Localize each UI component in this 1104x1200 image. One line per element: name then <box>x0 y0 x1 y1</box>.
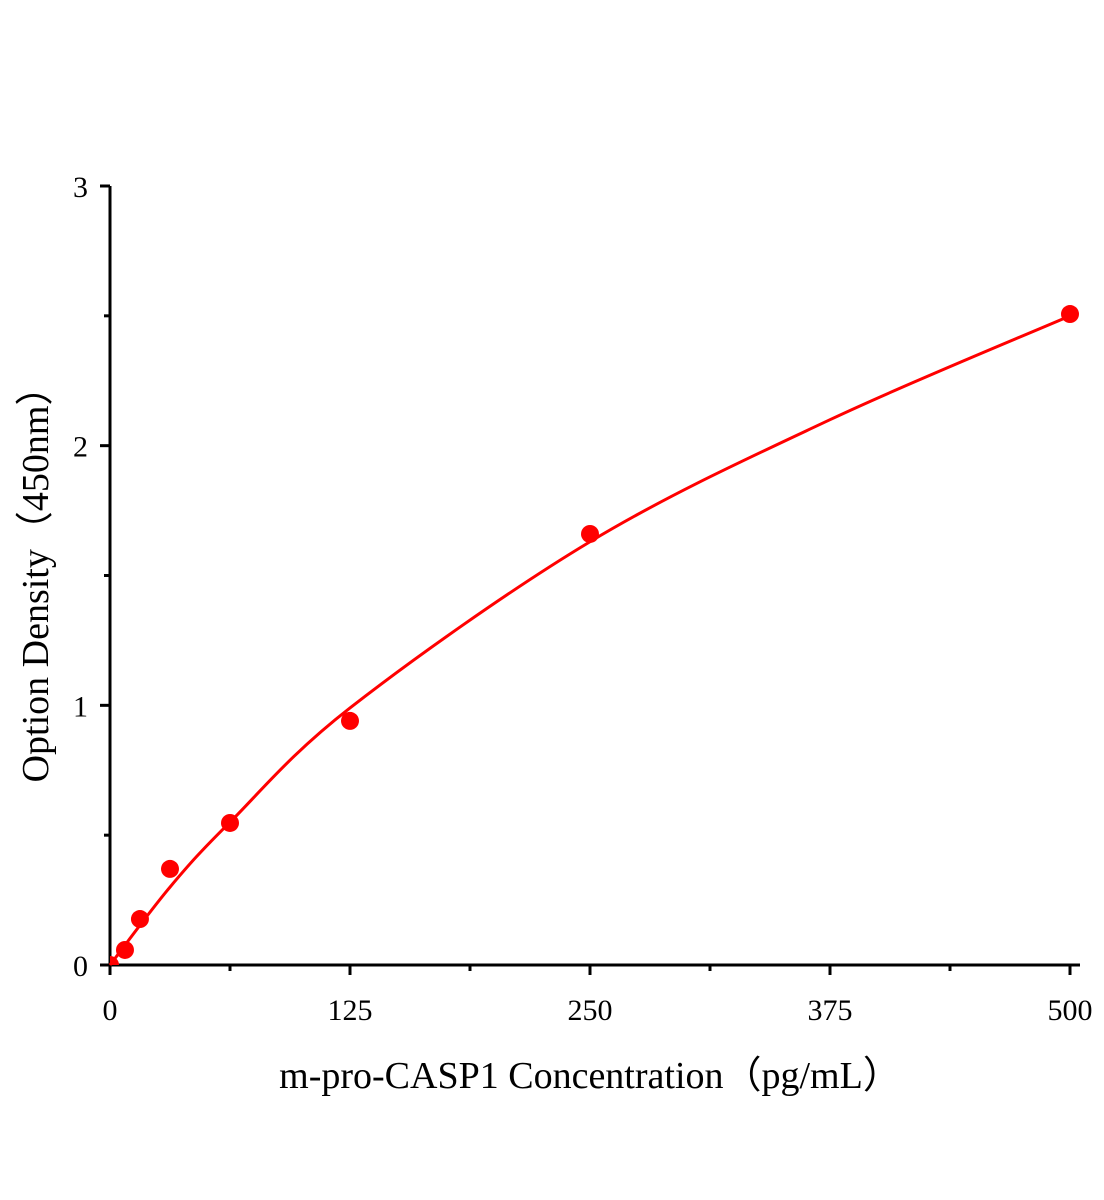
tick-labels: 0 125 250 375 500 0 1 2 3 <box>73 171 1093 1027</box>
data-point <box>161 859 179 878</box>
y-tick-label: 0 <box>73 950 88 983</box>
y-tick-label: 3 <box>73 171 88 204</box>
data-point <box>341 711 359 730</box>
data-point <box>221 813 239 832</box>
data-point <box>1061 305 1079 324</box>
data-point <box>115 940 134 959</box>
fit-curve <box>108 314 1071 966</box>
y-axis-label: Option Density（450nm） <box>15 368 57 783</box>
x-axis-label: m-pro-CASP1 Concentration（pg/mL） <box>279 1055 901 1097</box>
data-points <box>110 305 1079 965</box>
x-tick-label: 0 <box>103 994 118 1027</box>
data-point <box>110 956 119 965</box>
axes <box>100 184 1080 975</box>
data-point <box>581 524 599 543</box>
x-tick-label: 125 <box>328 994 373 1027</box>
y-tick-label: 1 <box>73 690 88 723</box>
data-point <box>130 910 149 929</box>
x-tick-label: 250 <box>568 994 613 1027</box>
y-tick-label: 2 <box>73 431 88 464</box>
x-tick-label: 500 <box>1048 994 1093 1027</box>
x-tick-label: 375 <box>808 994 853 1027</box>
